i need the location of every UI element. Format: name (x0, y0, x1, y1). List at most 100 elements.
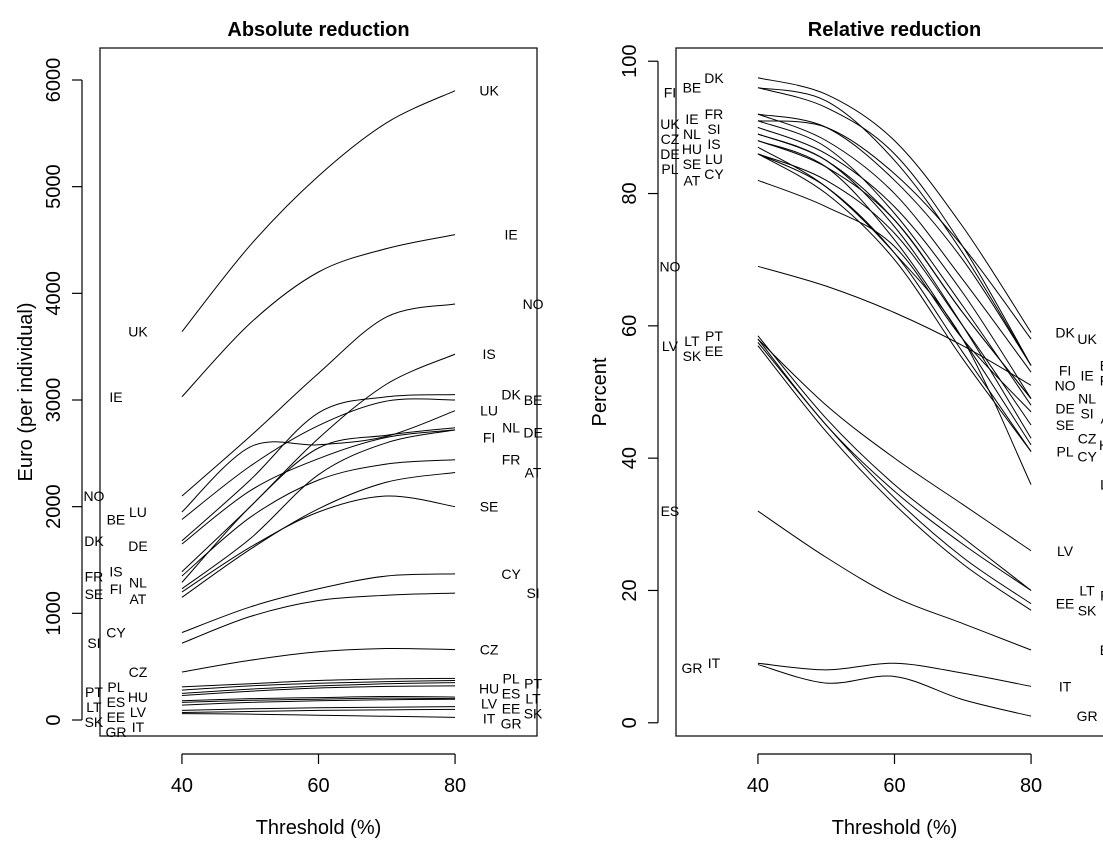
series-label-ie: IE (109, 389, 122, 405)
series-label-fi: FI (1059, 363, 1071, 379)
series-line-se (757, 153, 1032, 426)
series-label-pt: PT (705, 328, 723, 344)
y-tick-label: 0 (619, 717, 641, 728)
series-label-fr: FR (705, 106, 724, 122)
series-label-se: SE (1056, 417, 1075, 433)
series-line-cy (181, 573, 456, 633)
series-label-be: BE (683, 80, 702, 96)
series-label-be: BE (107, 511, 126, 527)
series-label-no: NO (659, 258, 680, 274)
series-line-ie (181, 234, 456, 398)
y-tick-label: 5000 (43, 164, 65, 209)
series-label-ee: EE (107, 709, 126, 725)
series-label-pl: PL (661, 161, 678, 177)
series-label-it: IT (1059, 678, 1072, 694)
series-line-at (181, 472, 456, 598)
series-label-ie: IE (685, 111, 698, 127)
series-line-lu (181, 410, 456, 513)
series-label-ie: IE (504, 227, 517, 243)
series-line-ee (181, 698, 456, 706)
series-label-is: IS (109, 564, 122, 580)
series-line-pt (181, 680, 456, 691)
series-label-no: NO (83, 488, 104, 504)
series-label-se: SE (683, 156, 702, 172)
series-label-si: SI (87, 635, 100, 651)
series-label-uk: UK (479, 83, 499, 99)
series-label-lt: LT (525, 690, 541, 706)
series-line-at (757, 179, 1032, 413)
series-line-fr (181, 459, 456, 577)
series-label-de: DE (523, 425, 542, 441)
series-label-sk: SK (1078, 602, 1097, 618)
series-label-hu: HU (682, 141, 702, 157)
series-label-it: IT (132, 719, 145, 735)
y-tick-label: 3000 (43, 378, 65, 423)
series-label-cz: CZ (129, 664, 148, 680)
series-label-nl: NL (683, 126, 701, 142)
y-tick-label: 40 (619, 447, 641, 469)
series-label-pt: PT (85, 684, 103, 700)
series-label-dk: DK (704, 70, 724, 86)
series-label-lt: LT (86, 699, 102, 715)
series-label-ee: EE (502, 700, 521, 716)
panel-relative-reduction: Relative reduction 40 60 80 Threshold (%) 0 20… (589, 19, 1103, 839)
series-label-nl: NL (129, 574, 147, 590)
series-label-dk: DK (1055, 324, 1075, 340)
series-label-fi: FI (110, 581, 122, 597)
series-line-be (757, 87, 1032, 366)
y-axis-label: Percent (589, 357, 611, 426)
series-line-sk (181, 706, 456, 711)
series-line-be (181, 398, 456, 520)
series-label-no: NO (523, 296, 544, 312)
series-label-at: AT (1101, 411, 1103, 427)
y-tick-label: 100 (619, 45, 641, 78)
y-tick-label: 20 (619, 579, 641, 601)
series-label-it: IT (483, 710, 496, 726)
series-label-pt: PT (524, 675, 542, 691)
y-tick-label: 80 (619, 182, 641, 204)
series-label-fr: FR (1100, 373, 1103, 389)
series-label-sk: SK (524, 705, 543, 721)
series-label-es: ES (502, 685, 521, 701)
series-line-it (181, 708, 456, 714)
x-tick-label: 40 (747, 775, 769, 797)
series-line-hu (757, 140, 1032, 446)
series-line-is (181, 353, 456, 573)
series-label-at: AT (130, 591, 147, 607)
series-label-at: AT (684, 172, 701, 188)
series-label-cz: CZ (480, 642, 499, 658)
series-label-sk: SK (683, 348, 702, 364)
series-label-lv: LV (481, 695, 498, 711)
y-tick-label: 2000 (43, 484, 65, 528)
series-label-pt: PT (1100, 587, 1103, 603)
series-label-cy: CY (1077, 449, 1097, 465)
series-line-fi (757, 87, 1032, 366)
series-label-lt: LT (684, 333, 700, 349)
series-line-de (757, 140, 1032, 399)
series-label-lu: LU (129, 504, 147, 520)
series-line-dk (757, 77, 1032, 333)
series-label-at: AT (525, 465, 542, 481)
series-line-it (757, 662, 1032, 687)
plot-frame (99, 47, 538, 737)
series-label-fr: FR (502, 452, 521, 468)
panel-absolute-reduction: Absolute reduction 40 60 80 Threshold (%) 0 10… (15, 19, 544, 839)
series-label-lv: LV (662, 338, 679, 354)
x-axis-label: Threshold (%) (256, 817, 382, 839)
series-label-se: SE (480, 499, 499, 515)
y-tick-label: 4000 (43, 271, 65, 316)
series-label-lt: LT (1079, 582, 1095, 598)
series-label-uk: UK (128, 324, 148, 340)
y-tick-label: 6000 (43, 58, 65, 103)
series-line-es (757, 510, 1032, 651)
series-line-si (181, 592, 456, 644)
series-label-lu: LU (705, 151, 723, 167)
series-label-is: IS (482, 346, 495, 362)
x-tick-label: 80 (444, 775, 466, 797)
series-label-cy: CY (704, 166, 724, 182)
series-line-sk (757, 345, 1032, 611)
series-line-nl (757, 126, 1032, 399)
plot-frame (675, 47, 1103, 737)
series-label-gr: GR (1077, 708, 1098, 724)
